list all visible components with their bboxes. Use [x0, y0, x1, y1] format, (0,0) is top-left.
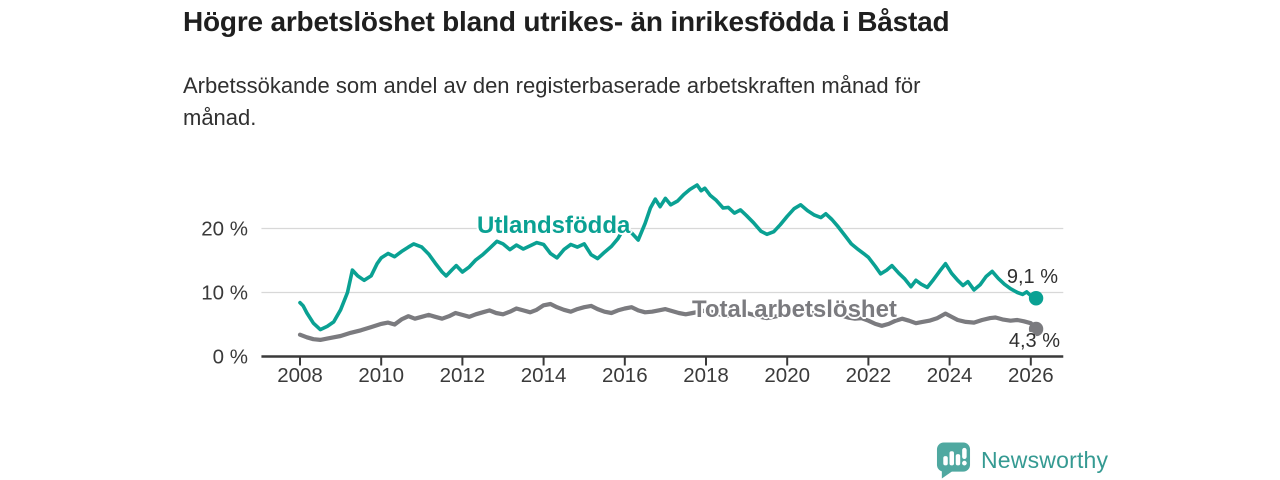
series-label-utlandsfodda: Utlandsfödda	[477, 212, 631, 239]
end-value-label-utlandsfodda: 9,1 %	[1006, 266, 1058, 288]
series-end-dot-utlandsfodda	[1028, 291, 1044, 306]
newsworthy-logo-icon	[936, 442, 971, 479]
y-tick-label-20: 20 %	[201, 218, 248, 241]
y-tick-label-10: 10 %	[201, 282, 248, 305]
end-value-label-total: 4,3 %	[1008, 330, 1060, 352]
series-label-total-arbetsloshet: Total arbetslöshet	[692, 296, 897, 323]
chart-subtitle: Arbetssökande som andel av den registerb…	[183, 73, 921, 130]
x-tick-label-2014: 2014	[521, 364, 567, 387]
series-end-dot-total-arbetsloshet	[1028, 321, 1044, 337]
x-tick-label-2018: 2018	[683, 364, 729, 387]
x-tick-label-2010: 2010	[358, 364, 404, 387]
x-tick-label-2016: 2016	[602, 364, 648, 387]
x-tick-label-2026: 2026	[1008, 364, 1054, 387]
chart-title: Högre arbetslöshet bland utrikes- än inr…	[183, 6, 950, 37]
y-tick-label-0: 0 %	[213, 346, 248, 369]
series-line-total-arbetsloshet	[297, 301, 1039, 342]
x-tick-label-2022: 2022	[846, 364, 892, 387]
x-tick-label-2012: 2012	[440, 364, 486, 387]
x-tick-label-2008: 2008	[277, 364, 323, 387]
newsworthy-branding: Newsworthy	[936, 441, 1108, 479]
series-line-utlandsfodda	[298, 183, 1038, 332]
x-tick-label-2024: 2024	[927, 364, 973, 387]
newsworthy-wordmark: Newsworthy	[981, 446, 1109, 473]
x-tick-label-2020: 2020	[764, 364, 810, 387]
